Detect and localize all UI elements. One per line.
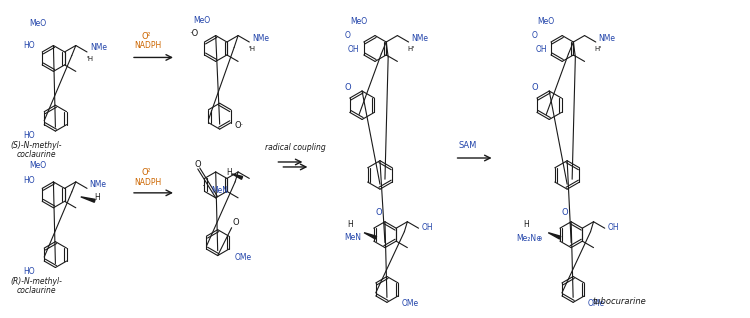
Text: OMe: OMe <box>402 299 419 308</box>
Polygon shape <box>548 233 561 239</box>
Text: OMe: OMe <box>588 299 605 308</box>
Text: MeO: MeO <box>537 17 554 25</box>
Text: MeO: MeO <box>193 16 210 24</box>
Text: Me₂N⊕: Me₂N⊕ <box>517 234 543 243</box>
Text: OH: OH <box>608 223 619 232</box>
Text: MeN: MeN <box>211 186 229 195</box>
Text: 2: 2 <box>147 168 151 173</box>
Text: MeO: MeO <box>350 17 368 25</box>
Text: OMe: OMe <box>235 252 252 262</box>
Text: 2: 2 <box>147 31 151 37</box>
Text: ·O: ·O <box>189 29 198 38</box>
Text: coclaurine: coclaurine <box>16 150 56 159</box>
Text: HO: HO <box>23 176 35 185</box>
Text: NMe: NMe <box>252 33 269 43</box>
Text: O: O <box>141 31 148 40</box>
Text: NMe: NMe <box>411 33 428 43</box>
Text: H: H <box>347 220 352 229</box>
Text: MeN: MeN <box>344 233 362 242</box>
Polygon shape <box>232 174 243 179</box>
Text: H: H <box>524 220 529 229</box>
Polygon shape <box>81 197 95 202</box>
Text: O: O <box>375 208 382 217</box>
Text: NMe: NMe <box>598 33 616 43</box>
Text: tubocurarine: tubocurarine <box>592 297 646 306</box>
Text: O: O <box>195 160 202 169</box>
Text: (R)-N-methyl-: (R)-N-methyl- <box>10 277 62 287</box>
Text: MeO: MeO <box>29 161 46 170</box>
Text: MeO: MeO <box>29 19 46 28</box>
Text: OH: OH <box>536 45 547 54</box>
Text: O: O <box>344 31 350 39</box>
Text: NADPH: NADPH <box>134 178 161 187</box>
Text: O: O <box>344 83 351 92</box>
Text: O·: O· <box>235 121 244 130</box>
Text: coclaurine: coclaurine <box>16 287 56 295</box>
Text: HO: HO <box>23 41 35 50</box>
Text: O: O <box>531 83 538 92</box>
Text: 'H: 'H <box>248 46 255 52</box>
Text: OH: OH <box>348 45 360 54</box>
Text: OH: OH <box>422 223 433 232</box>
Text: H: H <box>94 193 100 202</box>
Text: HO: HO <box>23 267 35 276</box>
Text: NMe: NMe <box>91 44 108 52</box>
Text: H: H <box>226 168 232 177</box>
Text: (S)-N-methyl-: (S)-N-methyl- <box>10 141 62 150</box>
Text: HO: HO <box>23 131 35 140</box>
Text: NADPH: NADPH <box>134 41 161 51</box>
Text: radical coupling: radical coupling <box>265 143 326 152</box>
Text: NMe: NMe <box>90 180 106 189</box>
Text: ·: · <box>202 180 206 193</box>
Text: H': H' <box>407 46 415 52</box>
Text: O: O <box>141 168 148 177</box>
Text: O: O <box>232 218 239 227</box>
Text: O: O <box>531 31 537 39</box>
Text: O: O <box>561 208 568 217</box>
Text: SAM: SAM <box>458 141 477 150</box>
Polygon shape <box>364 233 376 239</box>
Text: H': H' <box>595 46 602 52</box>
Text: 'H: 'H <box>87 56 94 62</box>
